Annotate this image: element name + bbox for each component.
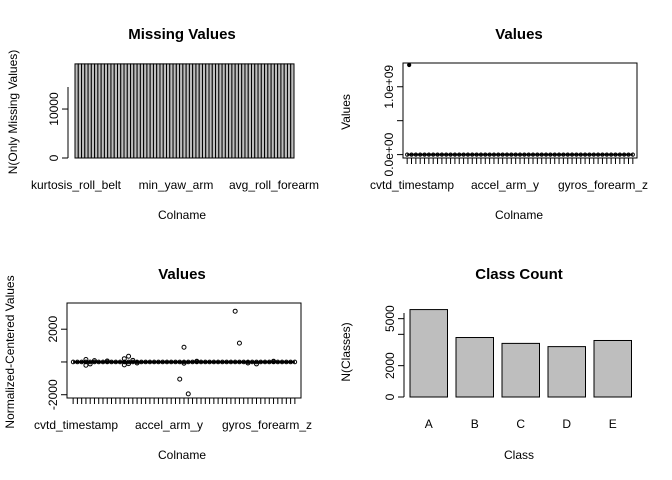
- panel2-x-tick-label: gyros_forearm_z: [558, 178, 648, 192]
- panel2-x-tick-label: accel_arm_y: [471, 178, 539, 192]
- panel4-x-tick-labels: A B C D E: [425, 417, 617, 431]
- panel4-x-tick-label: A: [425, 417, 433, 431]
- panel3-point: [104, 358, 110, 364]
- panel2-y-label: Values: [339, 94, 353, 130]
- panel4-title: Class Count: [475, 266, 563, 283]
- panel4-x-tick-label: C: [516, 417, 525, 431]
- panel1-x-tick-label: avg_roll_forearm: [229, 178, 319, 192]
- panel3-point: [181, 360, 187, 366]
- panel4-y-tick-label: 2000: [383, 352, 397, 379]
- panel4-x-tick-label: B: [471, 417, 479, 431]
- panel4-bars: [409, 309, 632, 398]
- panel3-x-ticks: cvtd_timestamp accel_arm_y gyros_forearm_z: [34, 398, 312, 432]
- panel3-point: [126, 353, 132, 359]
- panel2-y-tick-label: 0.0e+00: [382, 132, 396, 176]
- panel2-x-tick-label: cvtd_timestamp: [370, 178, 454, 192]
- missing-bar: [290, 63, 295, 159]
- panel2-outlier-point: [407, 62, 412, 68]
- panel3-point: [181, 344, 187, 350]
- panel3-point: [83, 357, 89, 363]
- panel1-y-tick-label: 10000: [47, 92, 61, 126]
- panel3-point: [253, 361, 259, 367]
- panel3-points: [70, 308, 298, 397]
- panel3-y-tick-label: 2000: [46, 316, 60, 343]
- class-bar-A: [409, 309, 448, 398]
- panel1-x-tick-label: min_yaw_arm: [139, 178, 214, 192]
- panel3-point: [232, 308, 238, 314]
- panel2-y-ticks: 0.0e+00 1.0e+09: [382, 65, 403, 176]
- panel2-x-ticks: cvtd_timestamp accel_arm_y gyros_forearm_z: [370, 158, 648, 192]
- class-bar-B: [455, 337, 494, 398]
- panel4-y-ticks: 0 2000 5000: [383, 305, 404, 400]
- panel3-plot-box: [66, 302, 302, 399]
- panel2-x-label: Colname: [495, 208, 543, 222]
- class-bar-E: [593, 339, 632, 398]
- panel3-point: [130, 357, 136, 363]
- panel3-point: [126, 361, 132, 367]
- panel3-x-tick-label: accel_arm_y: [135, 418, 203, 432]
- panel4-y-label: N(Classes): [339, 322, 353, 381]
- panel1-y-ticks: 0 10000: [47, 92, 68, 161]
- panel-missing-values: Missing Values 0 10000 kurtosis_roll_belt…: [6, 26, 319, 222]
- panel1-y-label: N(Only Missing Values): [6, 50, 20, 174]
- panel1-x-tick-labels: kurtosis_roll_belt min_yaw_arm avg_roll_fo…: [31, 178, 319, 192]
- panel4-y-tick-label: 0: [383, 393, 397, 400]
- panel-values-normalized: Values -2000 2000 cvtd_timestamp accel_arm…: [3, 266, 312, 462]
- panel3-point: [121, 356, 127, 362]
- panel3-point: [134, 360, 140, 366]
- panel3-point: [121, 362, 127, 368]
- panel3-point: [177, 376, 183, 382]
- class-bar-D: [547, 346, 586, 398]
- panel4-y-tick-label: 5000: [383, 305, 397, 332]
- panel3-x-tick-label: cvtd_timestamp: [34, 418, 118, 432]
- panel1-title: Missing Values: [128, 26, 236, 43]
- panel2-title: Values: [495, 26, 543, 43]
- panel3-x-tick-label: gyros_forearm_z: [222, 418, 312, 432]
- panel1-x-tick-label: kurtosis_roll_belt: [31, 178, 122, 192]
- panel2-plot-box: [402, 62, 638, 159]
- panel3-point: [271, 358, 277, 364]
- panel3-y-tick-label: -2000: [46, 379, 60, 410]
- panel3-x-label: Colname: [158, 448, 206, 462]
- panel3-point: [91, 358, 97, 364]
- panel3-point: [185, 391, 191, 397]
- panel3-point: [245, 360, 251, 366]
- panel-values-raw: Values 0.0e+00 1.0e+09 cvtd_timestamp acce…: [339, 26, 648, 222]
- panel2-points: [405, 62, 635, 157]
- panel1-y-tick-label: 0: [47, 154, 61, 161]
- panel3-point: [194, 358, 200, 364]
- panel2-y-tick-label: 1.0e+09: [382, 65, 396, 109]
- panel3-point: [236, 340, 242, 346]
- panel3-y-ticks: -2000 2000: [46, 316, 67, 410]
- class-bar-C: [501, 342, 540, 398]
- panel3-point: [83, 362, 89, 368]
- panel4-x-tick-label: D: [562, 417, 571, 431]
- panel4-x-label: Class: [504, 448, 534, 462]
- panel4-x-tick-label: E: [609, 417, 617, 431]
- panel3-y-label: Normalized-Centered Values: [3, 275, 17, 428]
- panel3-point: [87, 361, 93, 367]
- panel1-x-label: Colname: [158, 208, 206, 222]
- panel1-bars: [74, 63, 295, 159]
- panel-class-count: Class Count 0 2000 5000 A B C D E Class N(Clas…: [339, 266, 632, 462]
- panel3-title: Values: [158, 266, 206, 283]
